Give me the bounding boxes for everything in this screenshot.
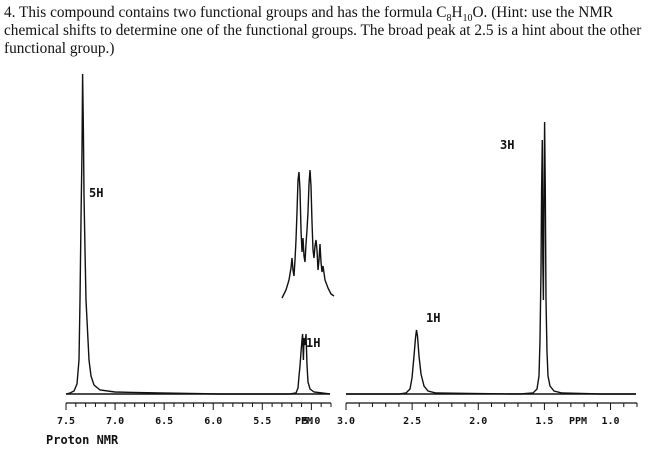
inset-multiplet-trace xyxy=(281,169,335,299)
right-axis-unit: PPM xyxy=(569,416,587,427)
formula-subscript-hydrogen: 10 xyxy=(462,13,473,25)
peak-label-3h: 3H xyxy=(500,138,514,152)
question-text-mid: H xyxy=(451,4,463,21)
left-tick-label-5-0: 5.0 xyxy=(302,416,320,427)
left-tick-label-7-0: 7.0 xyxy=(106,416,124,427)
peak-label-1h-left: 1H xyxy=(306,336,320,350)
question-text-before: This compound contains two functional gr… xyxy=(19,4,447,21)
right-tick-label-1-0: 1.0 xyxy=(602,416,620,427)
left-tick-label-6-0: 6.0 xyxy=(204,416,222,427)
right-spectrum-trace xyxy=(346,121,636,395)
left-axis-ticks xyxy=(65,402,332,410)
right-tick-label-3-0: 3.0 xyxy=(337,416,355,427)
question-text-after: O. (Hint: use the NMR chemical shifts to… xyxy=(4,4,642,57)
right-axis-tick-labels: 3.0 2.5 2.0 1.5 1.0 xyxy=(337,416,620,427)
left-spectrum-trace xyxy=(65,73,331,395)
spectrum-caption: Proton NMR xyxy=(46,433,119,447)
left-tick-label-5-5: 5.5 xyxy=(253,416,271,427)
peak-label-5h: 5H xyxy=(89,186,103,200)
question-number: 4. xyxy=(4,4,16,21)
right-tick-label-1-5: 1.5 xyxy=(535,416,553,427)
right-tick-label-2-5: 2.5 xyxy=(403,416,421,427)
left-tick-label-6-5: 6.5 xyxy=(155,416,173,427)
formula-subscript-carbon: 8 xyxy=(446,13,452,25)
right-axis-ticks xyxy=(345,402,638,410)
peak-label-1h-right: 1H xyxy=(426,311,440,325)
right-tick-label-2-0: 2.0 xyxy=(469,416,487,427)
left-axis-unit: PPM xyxy=(295,416,313,427)
left-tick-label-7-5: 7.5 xyxy=(57,416,75,427)
question-text: 4. This compound contains two functional… xyxy=(4,4,656,58)
left-axis-tick-labels: 7.5 7.0 6.5 6.0 5.5 5.0 xyxy=(57,416,320,427)
